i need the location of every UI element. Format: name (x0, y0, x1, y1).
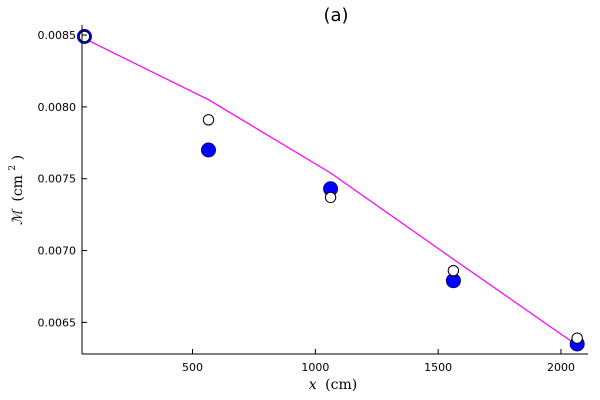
chart-title: (a) (323, 5, 348, 26)
plot-area (76, 28, 585, 352)
x-axis-label-var: x (309, 377, 317, 393)
y-tick-label: 0.0070 (38, 245, 77, 258)
x-tick-label: 1500 (424, 361, 452, 374)
y-tick-label: 0.0065 (38, 316, 77, 329)
x-tick-label: 500 (182, 361, 203, 374)
y-tick-label: 0.0080 (38, 101, 77, 114)
y-axis-label-exp: 2 (8, 165, 18, 171)
y-tick-label: 0.0085 (38, 29, 77, 42)
y-axis-label-close: ) (10, 155, 26, 160)
filled-point (201, 142, 216, 158)
y-ticks: 0.0065 0.0070 0.0075 0.0080 0.0085 (38, 29, 87, 329)
y-axis-label-var: ℳ (10, 208, 26, 225)
x-tick-label: 1000 (301, 361, 329, 374)
fit-line (84, 38, 578, 346)
y-axis-label: ℳ (cm 2 ) (3, 155, 26, 225)
open-point (78, 30, 91, 43)
x-axis-label: x (cm) (309, 377, 357, 393)
x-axis-label-unit: (cm) (325, 377, 357, 393)
open-point (202, 114, 215, 126)
x-tick-label: 2000 (547, 361, 575, 374)
y-tick-label: 0.0075 (38, 173, 77, 186)
x-ticks: 500 1000 1500 2000 (182, 349, 575, 374)
open-point (324, 191, 337, 204)
open-point (447, 264, 460, 277)
open-point (571, 332, 583, 344)
y-axis-label-unit: (cm (10, 175, 26, 202)
